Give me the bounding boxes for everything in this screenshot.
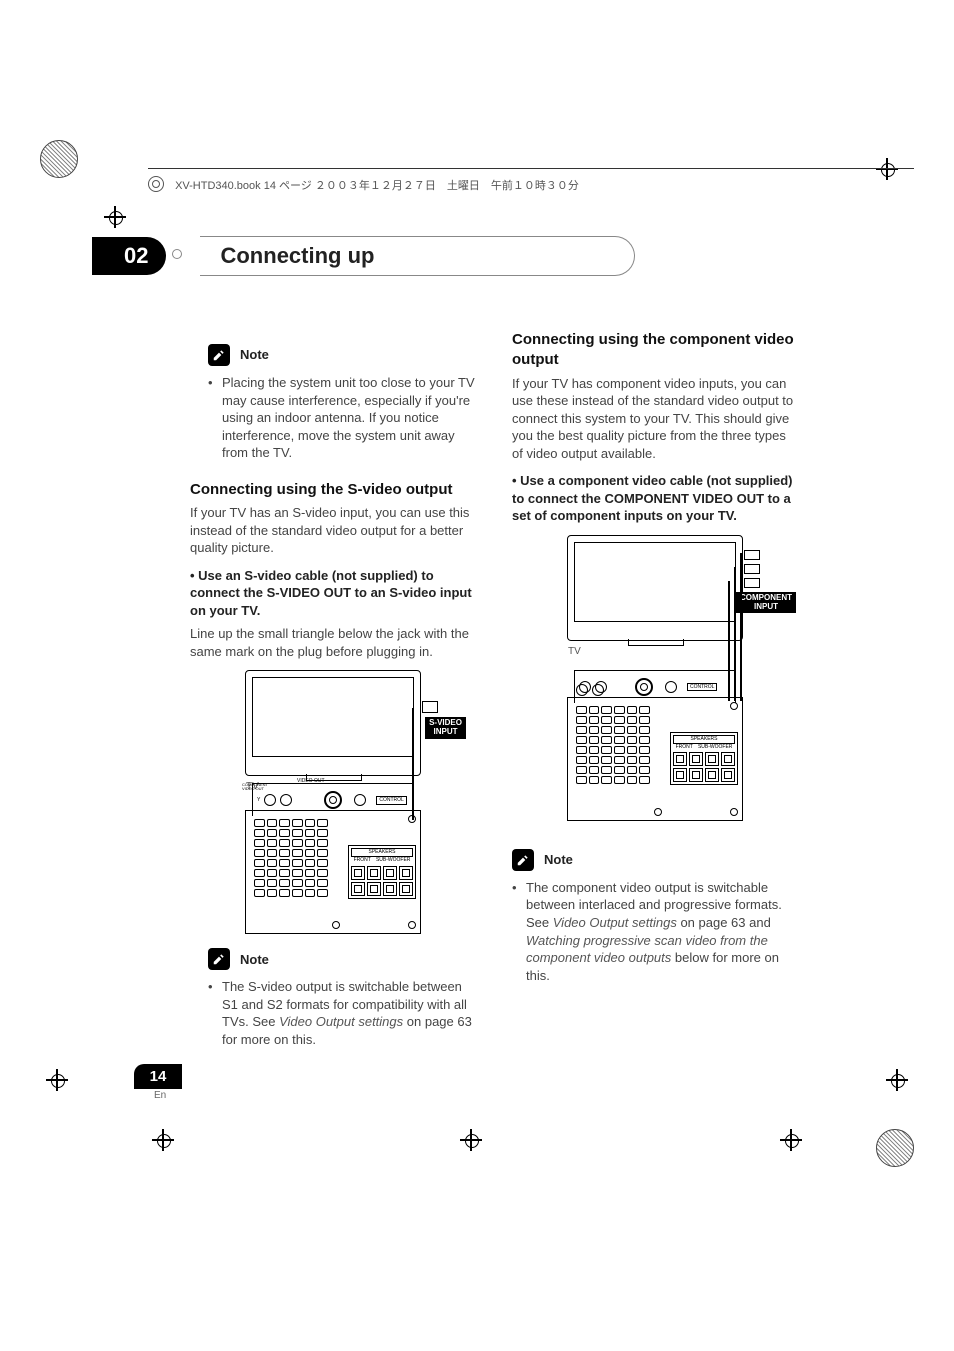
note-2-label: Note bbox=[240, 951, 269, 969]
content-columns: Note Placing the system unit too close t… bbox=[190, 330, 808, 1067]
receiver-rear-2: CONTROL bbox=[567, 697, 743, 821]
tv-rect-2: COMPONENT INPUT bbox=[567, 535, 743, 641]
pencil-icon bbox=[208, 948, 230, 970]
svideo-jack-l1: S-VIDEO bbox=[429, 718, 462, 727]
cross-br2 bbox=[886, 1069, 908, 1091]
cross-tl2 bbox=[104, 206, 126, 228]
note-1-head: Note bbox=[208, 344, 476, 366]
tv-label-2: TV bbox=[568, 645, 581, 659]
reg-circle-tl bbox=[40, 140, 78, 178]
page-number: 14 bbox=[134, 1064, 182, 1089]
chapter-bar: 02 Connecting up bbox=[108, 236, 635, 276]
comp-jack-l1: COMPONENT bbox=[740, 593, 792, 602]
pencil-icon bbox=[208, 344, 230, 366]
chapter-number: 02 bbox=[92, 237, 166, 275]
left-column: Note Placing the system unit too close t… bbox=[190, 330, 476, 1067]
cross-bl bbox=[152, 1129, 174, 1151]
cross-br bbox=[780, 1129, 802, 1151]
note-3-label: Note bbox=[544, 851, 573, 869]
note-3-head: Note bbox=[512, 849, 798, 871]
component-heading: Connecting using the component video out… bbox=[512, 330, 798, 371]
svideo-instruction: • Use an S-video cable (not supplied) to… bbox=[190, 567, 476, 620]
reg-circle-br bbox=[876, 1129, 914, 1167]
note-2-bullet: The S-video output is switchable between… bbox=[208, 978, 476, 1048]
receiver-rear: Y VIDEO OUT CONTROL COMPONENT VIDEO OUT bbox=[245, 810, 421, 934]
note-1-bullet: Placing the system unit too close to you… bbox=[208, 374, 476, 462]
component-diagram: COMPONENT INPUT TV CONTROL bbox=[548, 535, 762, 835]
running-head: XV-HTD340.book 14 ページ ２００３年１２月２７日 土曜日 午前… bbox=[148, 168, 914, 193]
tv-rect: S-VIDEO INPUT bbox=[245, 670, 421, 776]
svideo-para1: If your TV has an S-video input, you can… bbox=[190, 504, 476, 557]
svideo-para2: Line up the small triangle below the jac… bbox=[190, 625, 476, 660]
chapter-title: Connecting up bbox=[200, 236, 635, 276]
running-head-text: XV-HTD340.book 14 ページ ２００３年１２月２７日 土曜日 午前… bbox=[175, 180, 579, 192]
right-column: Connecting using the component video out… bbox=[512, 330, 798, 1067]
svideo-heading: Connecting using the S-video output bbox=[190, 480, 476, 500]
note-1-label: Note bbox=[240, 346, 269, 364]
component-para1: If your TV has component video inputs, y… bbox=[512, 375, 798, 463]
svideo-diagram: S-VIDEO INPUT TV Y VIDEO OUT CONTROL bbox=[226, 670, 440, 934]
cross-bl2 bbox=[46, 1069, 68, 1091]
note-2-head: Note bbox=[208, 948, 476, 970]
cross-bm bbox=[460, 1129, 482, 1151]
pencil-icon bbox=[512, 849, 534, 871]
component-instruction: • Use a component video cable (not suppl… bbox=[512, 472, 798, 525]
page-language: En bbox=[154, 1090, 166, 1101]
svideo-jack-l2: INPUT bbox=[434, 727, 458, 736]
comp-jack-l2: INPUT bbox=[754, 602, 778, 611]
chapter-divider-icon bbox=[172, 249, 182, 259]
note-3-bullet: The component video output is switchable… bbox=[512, 879, 798, 984]
